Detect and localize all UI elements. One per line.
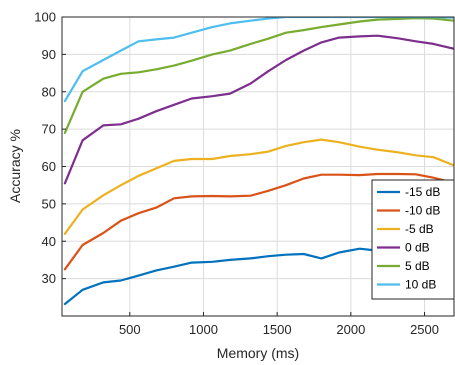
y-tick-label: 60: [42, 159, 56, 174]
y-tick-label: 40: [42, 234, 56, 249]
legend-label: 0 dB: [405, 241, 430, 255]
x-tick-label: 2500: [410, 322, 439, 337]
x-tick-label: 1000: [189, 322, 218, 337]
legend-label: -5 dB: [405, 222, 434, 236]
legend-label: -10 dB: [405, 204, 440, 218]
x-tick-label: 500: [119, 322, 141, 337]
series-line-5: [63, 17, 454, 103]
x-tick-label: 2000: [336, 322, 365, 337]
x-axis-label: Memory (ms): [217, 345, 299, 361]
y-tick-label: 50: [42, 196, 56, 211]
series-line-1: [63, 172, 454, 271]
legend-label: -15 dB: [405, 185, 440, 199]
legend-box: [371, 179, 455, 300]
series-line-2: [63, 138, 454, 235]
tick-labels: 500 1000 1500 2000 2500 30 40 50 60 70 80 90 100: [34, 10, 439, 338]
y-tick-label: 70: [42, 122, 56, 137]
y-tick-label: 80: [42, 84, 56, 99]
y-axis-label: Accuracy %: [7, 129, 23, 203]
series-group: [63, 17, 454, 306]
series-line-3: [63, 34, 454, 185]
x-tick-label: 1500: [263, 322, 292, 337]
series-line-4: [63, 17, 454, 134]
legend-label: 5 dB: [405, 259, 430, 273]
y-tick-label: 30: [42, 271, 56, 286]
y-tick-label: 90: [42, 47, 56, 62]
y-tick-label: 100: [34, 10, 56, 25]
legend-label: 10 dB: [405, 278, 436, 292]
legend: -15 dB -10 dB -5 dB 0 dB 5 dB 10 dB: [371, 179, 455, 300]
